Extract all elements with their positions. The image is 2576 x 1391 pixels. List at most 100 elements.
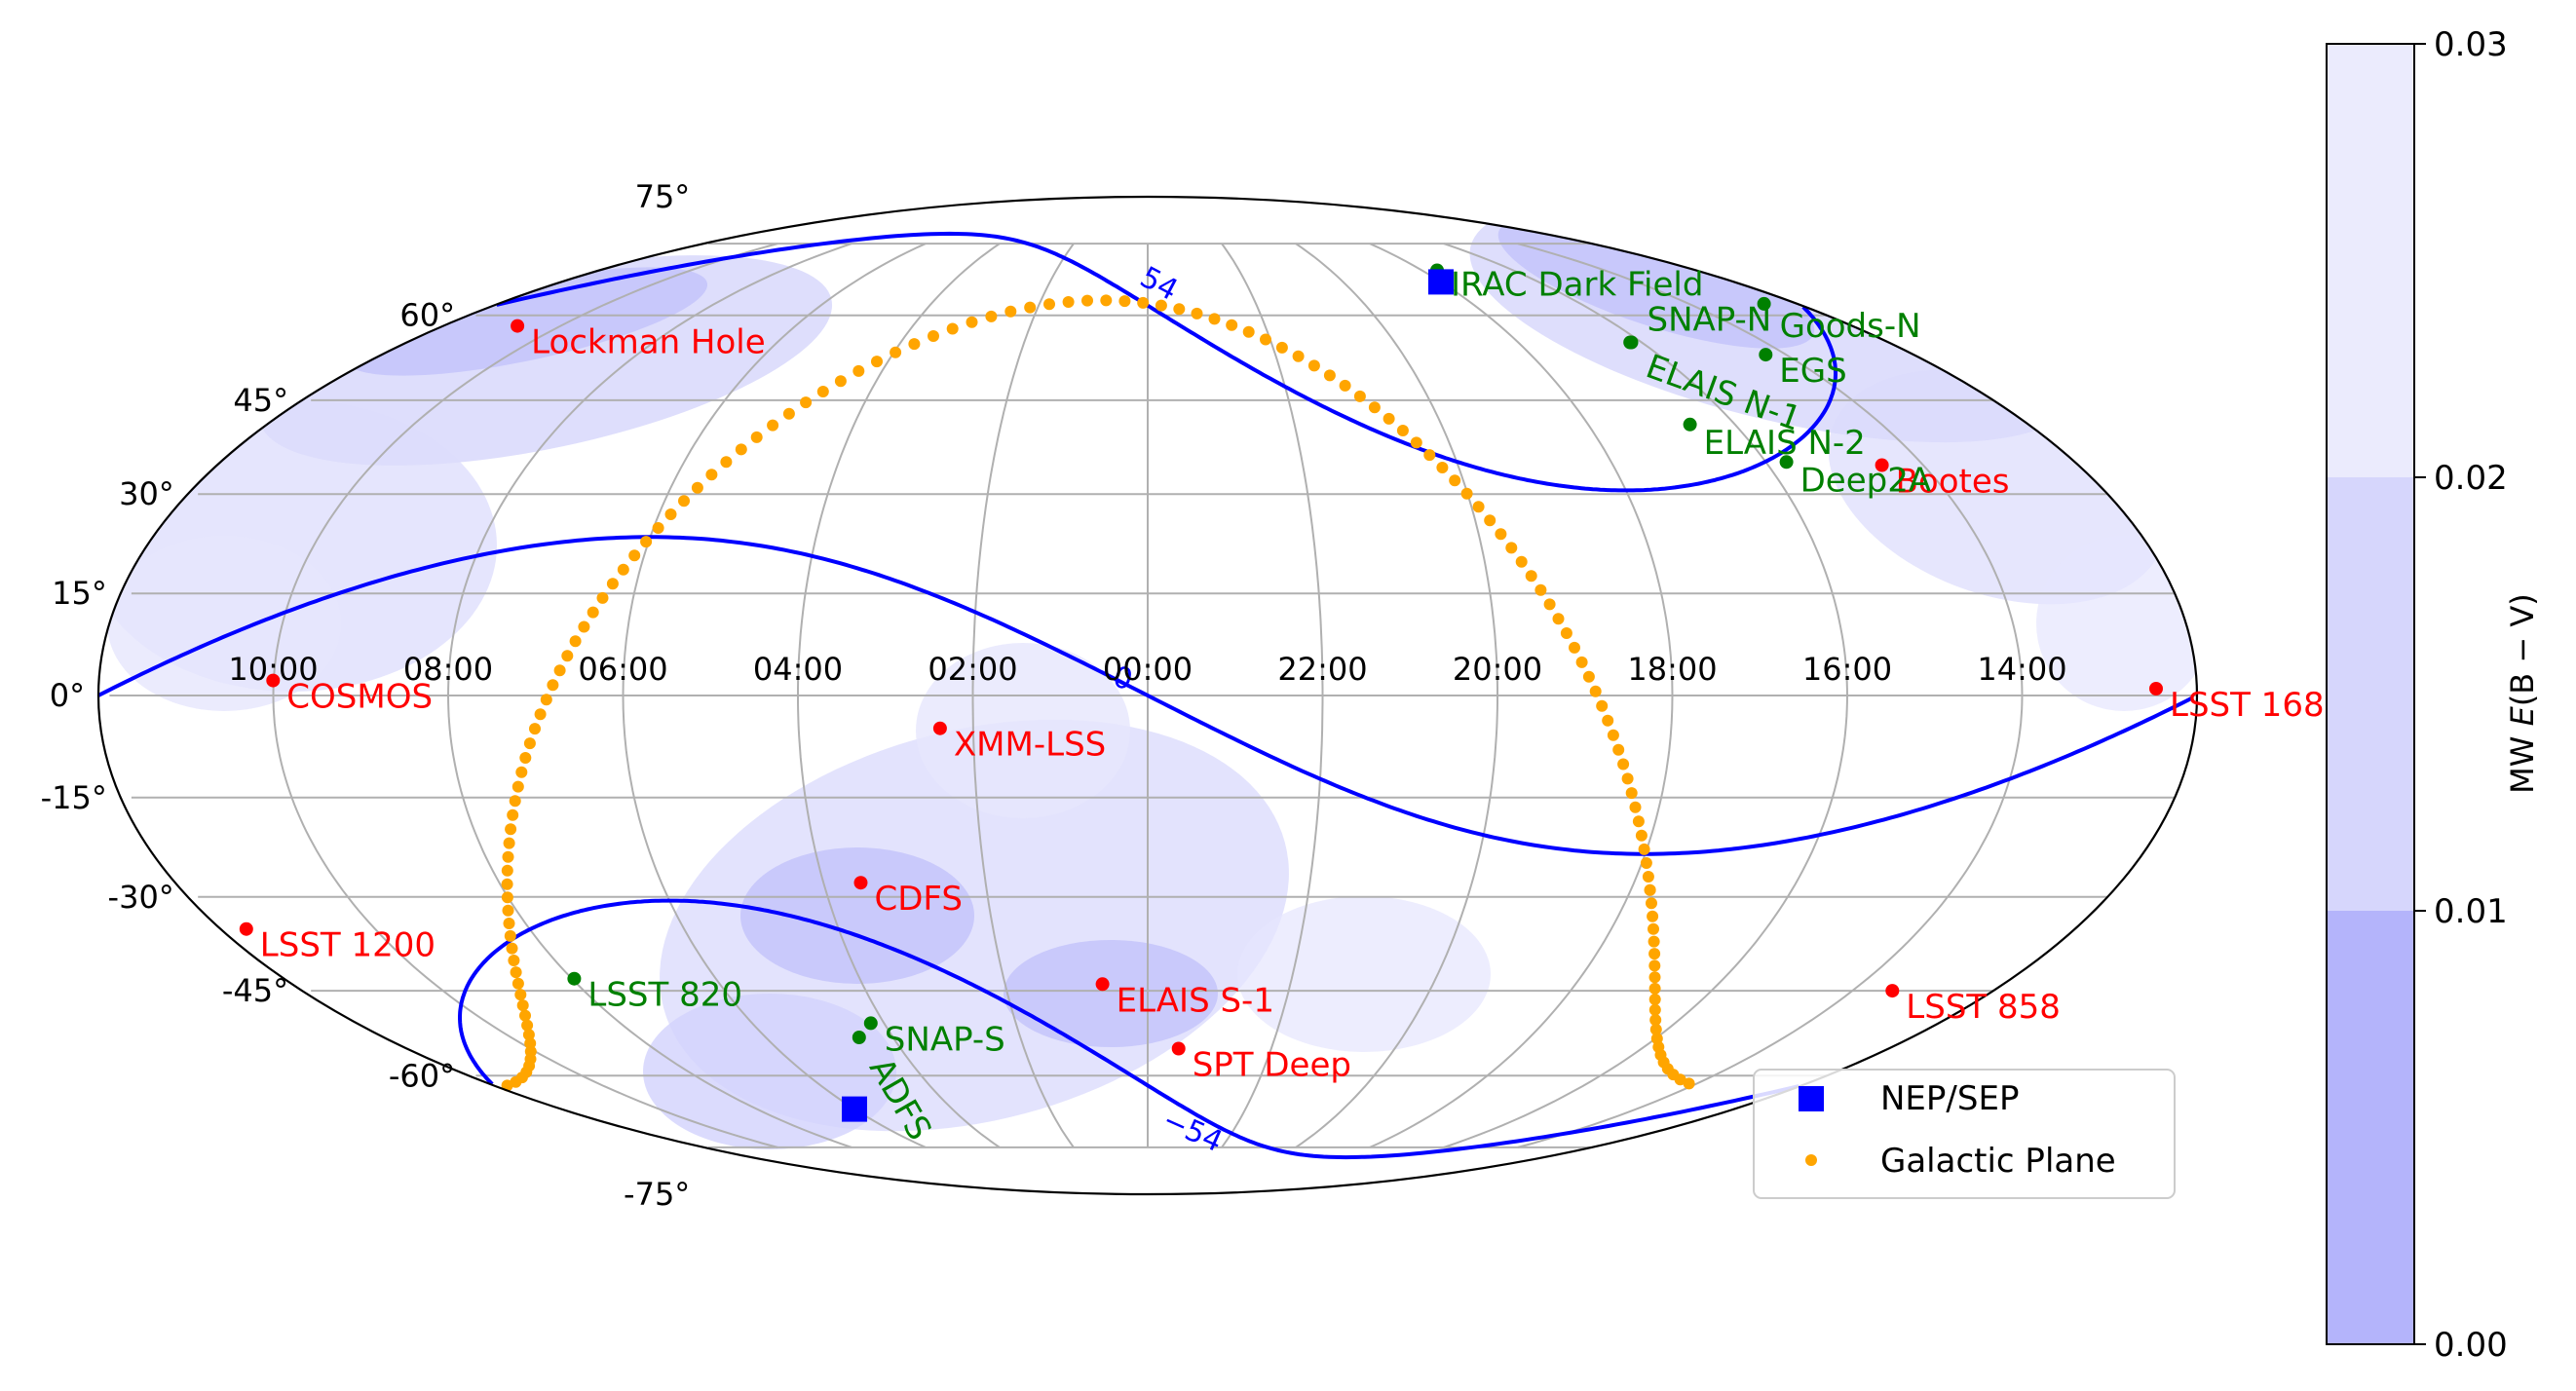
survey-fields: Lockman Hole COSMOS XMM-LSS CDFS ELAIS S-1 SP… bbox=[239, 263, 2345, 1147]
ra-tick-label: 14:00 bbox=[1977, 651, 2066, 688]
galactic-plane-point bbox=[503, 918, 515, 929]
galactic-plane-point bbox=[1602, 714, 1614, 727]
galactic-plane-point bbox=[534, 708, 547, 721]
dust-patch-south-core-2 bbox=[1004, 940, 1218, 1047]
galactic-plane-point bbox=[1648, 1003, 1661, 1016]
galactic-plane-point bbox=[691, 481, 703, 494]
colorbar: 0.00 0.01 0.02 0.03 MW E(B − V) bbox=[2326, 25, 2541, 1365]
galactic-plane-point bbox=[705, 469, 718, 481]
galactic-plane-point bbox=[1024, 301, 1037, 314]
galactic-plane-point bbox=[1368, 401, 1381, 414]
galactic-plane-point bbox=[1137, 296, 1150, 309]
field-label: COSMOS bbox=[286, 678, 433, 717]
dust-patch-south-core bbox=[740, 847, 974, 984]
galactic-plane-point bbox=[1323, 369, 1336, 382]
galactic-plane-point bbox=[540, 694, 552, 706]
galactic-plane-point bbox=[1449, 474, 1461, 487]
galactic-plane-point bbox=[1617, 758, 1630, 771]
galactic-plane-point bbox=[1081, 294, 1093, 307]
dec-tick-label: -45° bbox=[222, 972, 288, 1009]
galactic-plane-point bbox=[519, 752, 532, 764]
galactic-plane-point bbox=[928, 330, 939, 342]
galactic-plane-point bbox=[501, 864, 513, 877]
field-marker bbox=[932, 721, 947, 735]
galactic-plane-point bbox=[1043, 298, 1055, 311]
field-label: ELAIS S-1 bbox=[1117, 981, 1274, 1020]
field-marker bbox=[1623, 335, 1638, 350]
galactic-plane-point bbox=[505, 823, 517, 836]
galactic-plane-point bbox=[1649, 1023, 1662, 1035]
field-label: LSST 858 bbox=[1906, 988, 2061, 1027]
galactic-plane-point bbox=[1155, 299, 1167, 312]
grid-meridian bbox=[1369, 243, 1674, 1148]
galactic-plane-point bbox=[1596, 699, 1609, 712]
galactic-plane-point bbox=[1472, 501, 1485, 513]
dust-patch-northwest-core bbox=[344, 267, 708, 376]
galactic-plane-point bbox=[750, 431, 763, 443]
galactic-plane-point bbox=[515, 766, 528, 778]
galactic-plane-point bbox=[1647, 910, 1659, 922]
field-marker bbox=[1759, 348, 1773, 362]
galactic-plane-point bbox=[516, 999, 529, 1012]
galactic-plane-point bbox=[1062, 296, 1075, 308]
galactic-plane-point bbox=[1460, 487, 1473, 500]
colorbar-tick-label: 0.02 bbox=[2434, 459, 2508, 498]
legend-nep-sep-marker bbox=[1799, 1086, 1824, 1111]
galactic-plane-point bbox=[1292, 350, 1305, 362]
field-marker bbox=[1095, 977, 1110, 992]
legend: NEP/SEP Galactic Plane bbox=[1753, 1069, 2176, 1199]
field-label: SNAP-S bbox=[885, 1020, 1005, 1059]
nep-sep-marker bbox=[1428, 269, 1454, 295]
galactic-plane-point bbox=[1436, 462, 1449, 473]
galactic-plane-point bbox=[1260, 333, 1271, 346]
dust-patch-southeast bbox=[1237, 896, 1491, 1052]
field-label: Goods-N bbox=[1780, 307, 1921, 346]
galactic-plane-point bbox=[1339, 379, 1351, 392]
grid-meridian bbox=[1221, 243, 1324, 1148]
legend-galactic-plane-label: Galactic Plane bbox=[1880, 1142, 2116, 1181]
galactic-plane-point bbox=[1612, 743, 1625, 756]
field-label: EGS bbox=[1779, 352, 1846, 391]
nep-sep-marker bbox=[842, 1096, 867, 1122]
ra-tick-label: 02:00 bbox=[928, 651, 1017, 688]
colorbar-tick-label: 0.03 bbox=[2434, 25, 2508, 64]
dec-tick-label: 75° bbox=[635, 178, 691, 215]
grid-meridian bbox=[1443, 243, 1849, 1148]
dust-extinction-map bbox=[98, 200, 2197, 1149]
field-label: SNAP-N bbox=[1648, 301, 1772, 340]
galactic-plane-point bbox=[1607, 729, 1619, 741]
galactic-plane-point bbox=[678, 495, 690, 508]
galactic-plane-point bbox=[1543, 598, 1556, 611]
grid-meridian bbox=[446, 243, 852, 1148]
galactic-plane-point bbox=[606, 578, 619, 590]
grid-meridian bbox=[1295, 243, 1498, 1148]
ra-tick-label: 22:00 bbox=[1277, 651, 1367, 688]
grid-meridian bbox=[272, 243, 778, 1148]
galactic-plane-point bbox=[1100, 294, 1113, 307]
dec-tick-label: -75° bbox=[624, 1176, 690, 1213]
galactic-plane-point bbox=[506, 942, 518, 955]
galactic-plane-point bbox=[1638, 843, 1650, 855]
galactic-plane-point bbox=[908, 338, 921, 351]
galactic-plane-point bbox=[652, 522, 664, 534]
galactic-plane-point bbox=[640, 536, 653, 548]
ra-tick-label: 00:00 bbox=[1103, 651, 1193, 688]
galactic-plane-point bbox=[1625, 787, 1638, 800]
galactic-plane-point bbox=[502, 850, 514, 863]
field-label: SPT Deep bbox=[1193, 1046, 1351, 1085]
galactic-plane-point bbox=[985, 310, 998, 322]
galactic-plane-point bbox=[628, 549, 641, 562]
grid-meridian bbox=[622, 243, 927, 1148]
galactic-plane-point bbox=[1582, 670, 1595, 683]
galactic-plane-point bbox=[1569, 641, 1580, 654]
colorbar-label: MW E(B − V) bbox=[2504, 593, 2541, 794]
galactic-plane-point bbox=[1515, 555, 1528, 568]
dec-tick-label: 30° bbox=[119, 475, 174, 512]
galactic-plane-point bbox=[578, 620, 590, 633]
galactic-plane-point bbox=[1683, 1077, 1695, 1090]
colorbar-tick-label: 0.00 bbox=[2434, 1326, 2508, 1365]
galactic-plane-point bbox=[1629, 801, 1642, 813]
galactic-plane-point bbox=[1242, 325, 1255, 338]
galactic-plane-point bbox=[1650, 1033, 1663, 1045]
field-marker bbox=[567, 971, 582, 986]
